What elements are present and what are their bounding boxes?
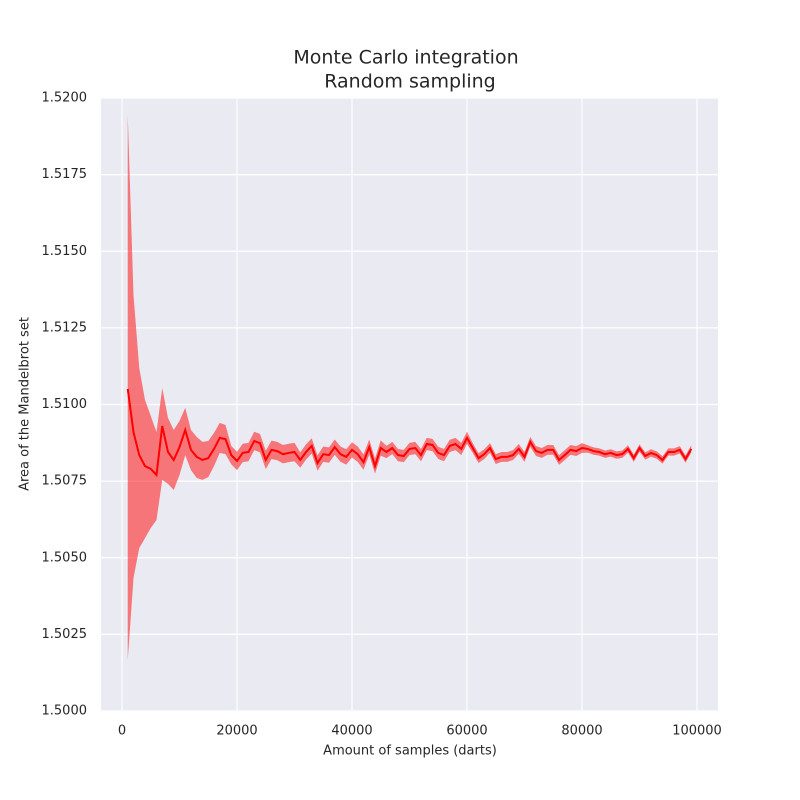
y-tick-label: 1.5000: [42, 704, 88, 719]
x-tick-label: 40000: [331, 724, 372, 739]
chart-title: Monte Carlo integration: [293, 47, 518, 69]
x-tick-label: 80000: [561, 724, 602, 739]
y-tick-label: 1.5050: [42, 550, 88, 565]
y-tick-label: 1.5025: [42, 627, 88, 642]
x-tick-label: 20000: [216, 724, 257, 739]
grid: [101, 97, 718, 712]
y-tick-label: 1.5200: [42, 91, 88, 106]
marks: [126, 114, 693, 661]
x-tick-label: 0: [118, 724, 126, 739]
x-tick-label: 60000: [446, 724, 487, 739]
mean-line: [126, 388, 693, 478]
y-axis-label: Area of the Mandelbrot set: [18, 317, 33, 491]
chart-subtitle: Random sampling: [324, 71, 495, 93]
y-tick-label: 1.5075: [42, 474, 88, 489]
x-axis-label: Amount of samples (darts): [323, 744, 497, 759]
y-tick-label: 1.5175: [42, 167, 88, 182]
x-tick-label: 100000: [672, 724, 722, 739]
y-tick-label: 1.5150: [42, 244, 88, 259]
y-tick-label: 1.5125: [42, 320, 88, 335]
y-tick-label: 1.5100: [42, 397, 88, 412]
